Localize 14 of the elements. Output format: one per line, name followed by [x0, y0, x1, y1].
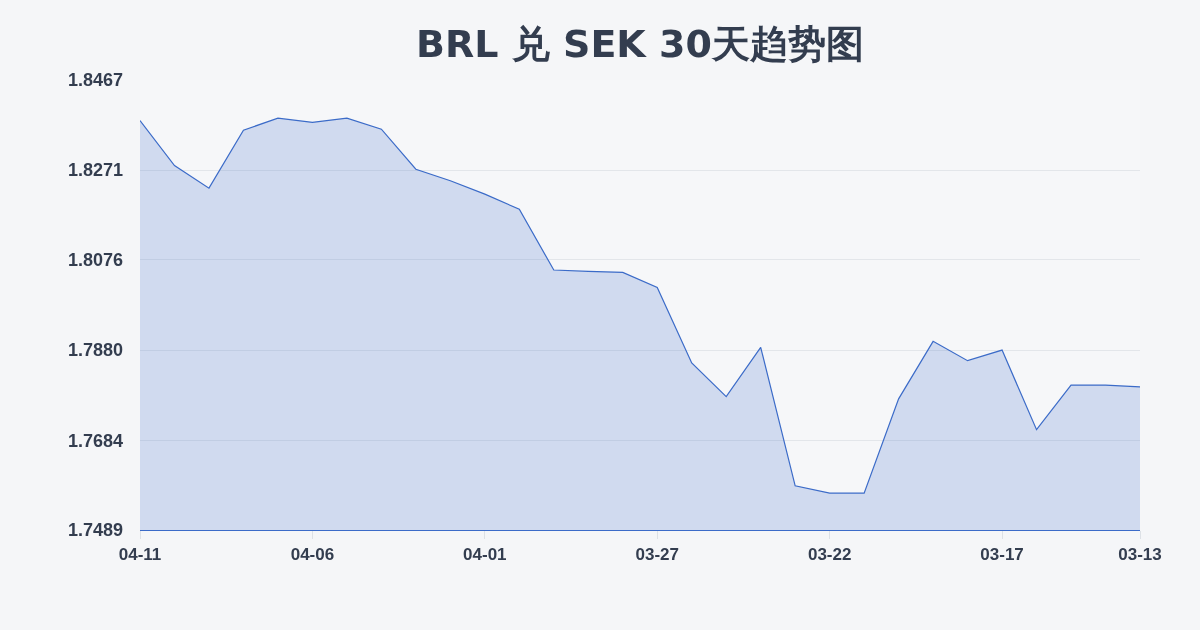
- y-tick-label: 1.8076: [67, 250, 123, 271]
- y-tick-label: 1.8271: [67, 160, 123, 181]
- x-tick-label: 04-01: [463, 544, 507, 564]
- y-tick-label: 1.7684: [67, 430, 123, 451]
- y-tick-label: 1.7489: [67, 520, 123, 541]
- x-tick-label: 04-06: [290, 544, 335, 564]
- x-tick-label: 03-17: [980, 544, 1024, 564]
- x-tick-label: 03-13: [1118, 544, 1162, 564]
- y-tick-label: 1.7880: [67, 340, 123, 361]
- x-tick-label: 04-11: [118, 544, 162, 564]
- y-tick-label: 1.8467: [67, 70, 123, 91]
- chart-title: BRL 兑 SEK 30天趋势图: [416, 22, 864, 67]
- x-tick-label: 03-22: [807, 544, 852, 564]
- x-tick-label: 03-27: [635, 544, 679, 564]
